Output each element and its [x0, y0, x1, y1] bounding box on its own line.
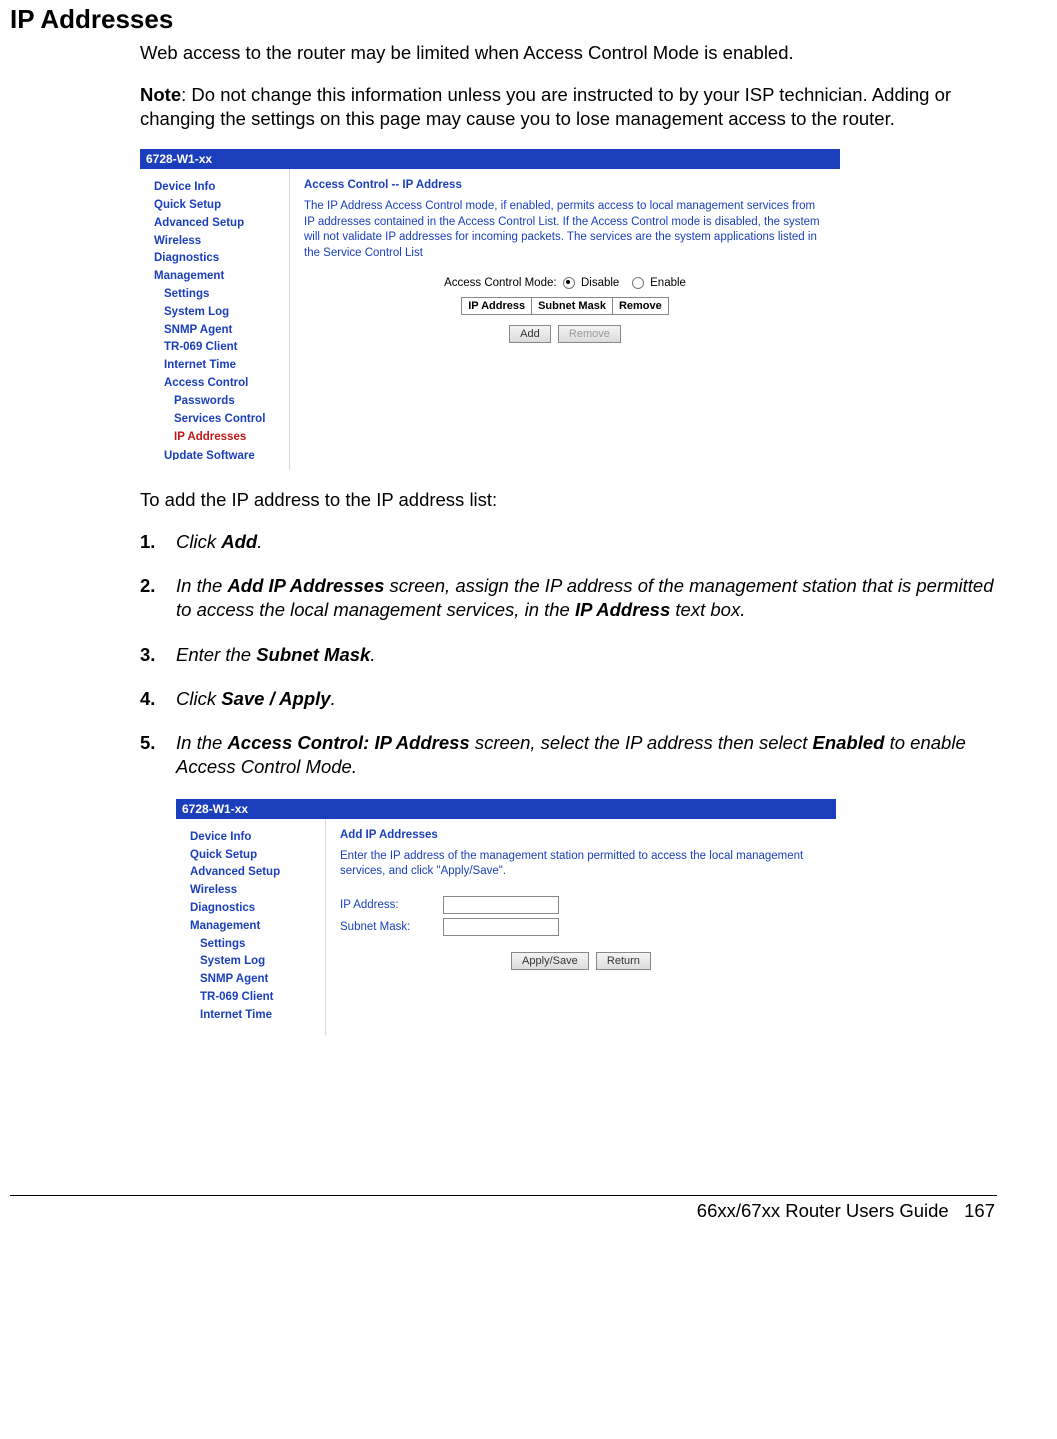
nav-tr069[interactable]: TR-069 Client — [164, 339, 283, 357]
content-heading: Access Control -- IP Address — [304, 179, 826, 191]
nav-diagnostics[interactable]: Diagnostics — [154, 250, 283, 268]
footer-rule — [10, 1195, 997, 1196]
nav2-snmp-agent[interactable]: SNMP Agent — [200, 971, 319, 989]
step-5: In the Access Control: IP Address screen… — [176, 731, 997, 779]
step-2-b: Add IP Addresses — [227, 575, 384, 596]
step-2-d: IP Address — [575, 599, 670, 620]
step-3: Enter the Subnet Mask. — [176, 643, 997, 667]
nav-ip-addresses[interactable]: IP Addresses — [174, 429, 283, 447]
nav-device-info[interactable]: Device Info — [154, 179, 283, 197]
col-remove: Remove — [612, 298, 668, 315]
nav-management[interactable]: Management — [154, 268, 283, 286]
nav-passwords[interactable]: Passwords — [174, 393, 283, 411]
router-content-2: Add IP Addresses Enter the IP address of… — [326, 819, 836, 1035]
nav2-diagnostics[interactable]: Diagnostics — [190, 900, 319, 918]
nav-settings[interactable]: Settings — [164, 286, 283, 304]
router-sidebar: Device Info Quick Setup Advanced Setup W… — [140, 169, 290, 470]
step-4-b: Save / Apply — [221, 688, 330, 709]
step-4-c: . — [331, 688, 336, 709]
router-content: Access Control -- IP Address The IP Addr… — [290, 169, 840, 470]
nav2-device-info[interactable]: Device Info — [190, 829, 319, 847]
add-button[interactable]: Add — [509, 325, 551, 343]
ip-address-label: IP Address: — [340, 899, 440, 911]
router-screenshot-add-ip: 6728-W1-xx Device Info Quick Setup Advan… — [176, 799, 836, 1035]
nav-advanced-setup[interactable]: Advanced Setup — [154, 215, 283, 233]
step-1-a: Click — [176, 531, 221, 552]
note-paragraph: Note: Do not change this information unl… — [140, 83, 997, 131]
intro-paragraph: Web access to the router may be limited … — [140, 41, 997, 65]
radio-enable[interactable] — [632, 277, 644, 289]
note-body: : Do not change this information unless … — [140, 84, 951, 129]
step-4-a: Click — [176, 688, 221, 709]
step-5-c: screen, select the IP address then selec… — [470, 732, 813, 753]
ip-address-input[interactable] — [443, 896, 559, 914]
list-intro: To add the IP address to the IP address … — [140, 488, 997, 512]
step-5-a: In the — [176, 732, 227, 753]
nav2-internet-time[interactable]: Internet Time — [200, 1007, 319, 1025]
step-num-3: 3. — [140, 643, 176, 667]
content2-description: Enter the IP address of the management s… — [340, 849, 822, 880]
step-1-b: Add — [221, 531, 257, 552]
nav-quick-setup[interactable]: Quick Setup — [154, 197, 283, 215]
router-screenshot-access-control: 6728-W1-xx Device Info Quick Setup Advan… — [140, 149, 840, 470]
nav2-tr069[interactable]: TR-069 Client — [200, 989, 319, 1007]
mode-label: Access Control Mode: — [444, 277, 557, 289]
footer-text: 66xx/67xx Router Users Guide — [697, 1200, 949, 1221]
step-5-b: Access Control: IP Address — [227, 732, 469, 753]
nav2-system-log[interactable]: System Log — [200, 953, 319, 971]
nav-internet-time[interactable]: Internet Time — [164, 357, 283, 375]
col-ip: IP Address — [462, 298, 532, 315]
step-num-4: 4. — [140, 687, 176, 711]
nav-system-log[interactable]: System Log — [164, 304, 283, 322]
subnet-mask-label: Subnet Mask: — [340, 921, 440, 933]
apply-save-button[interactable]: Apply/Save — [511, 952, 589, 970]
step-3-b: Subnet Mask — [256, 644, 370, 665]
page-footer: 66xx/67xx Router Users Guide 167 — [10, 1200, 997, 1222]
access-control-mode-row: Access Control Mode: Disable Enable — [304, 277, 826, 289]
step-5-d: Enabled — [813, 732, 885, 753]
step-2-a: In the — [176, 575, 227, 596]
footer-page-number: 167 — [964, 1200, 995, 1221]
nav2-advanced-setup[interactable]: Advanced Setup — [190, 864, 319, 882]
content2-heading: Add IP Addresses — [340, 829, 822, 841]
steps-list: 1. Click Add. 2. In the Add IP Addresses… — [140, 530, 997, 778]
step-num-2: 2. — [140, 574, 176, 622]
note-label: Note — [140, 84, 181, 105]
step-3-c: . — [370, 644, 375, 665]
router-sidebar-2: Device Info Quick Setup Advanced Setup W… — [176, 819, 326, 1035]
nav-wireless[interactable]: Wireless — [154, 233, 283, 251]
nav2-quick-setup[interactable]: Quick Setup — [190, 847, 319, 865]
router-titlebar: 6728-W1-xx — [140, 149, 840, 169]
radio-disable[interactable] — [563, 277, 575, 289]
nav-access-control[interactable]: Access Control — [164, 375, 283, 393]
step-3-a: Enter the — [176, 644, 256, 665]
step-1-c: . — [257, 531, 262, 552]
nav-snmp-agent[interactable]: SNMP Agent — [164, 322, 283, 340]
subnet-mask-input[interactable] — [443, 918, 559, 936]
ip-address-row: IP Address: — [340, 896, 822, 914]
section-heading: IP Addresses — [10, 4, 997, 35]
content-description: The IP Address Access Control mode, if e… — [304, 199, 826, 261]
return-button[interactable]: Return — [596, 952, 651, 970]
remove-button[interactable]: Remove — [558, 325, 621, 343]
step-2-e: text box. — [670, 599, 745, 620]
col-mask: Subnet Mask — [532, 298, 613, 315]
nav-update-software[interactable]: Update Software — [164, 448, 283, 460]
nav2-settings[interactable]: Settings — [200, 936, 319, 954]
subnet-mask-row: Subnet Mask: — [340, 918, 822, 936]
nav2-management[interactable]: Management — [190, 918, 319, 936]
nav2-wireless[interactable]: Wireless — [190, 882, 319, 900]
step-1: Click Add. — [176, 530, 997, 554]
enable-label: Enable — [650, 277, 686, 289]
disable-label: Disable — [581, 277, 619, 289]
step-2: In the Add IP Addresses screen, assign t… — [176, 574, 997, 622]
ip-table: IP Address Subnet Mask Remove — [461, 297, 669, 315]
step-num-1: 1. — [140, 530, 176, 554]
router-titlebar-2: 6728-W1-xx — [176, 799, 836, 819]
nav-services-control[interactable]: Services Control — [174, 411, 283, 429]
step-4: Click Save / Apply. — [176, 687, 997, 711]
step-num-5: 5. — [140, 731, 176, 779]
